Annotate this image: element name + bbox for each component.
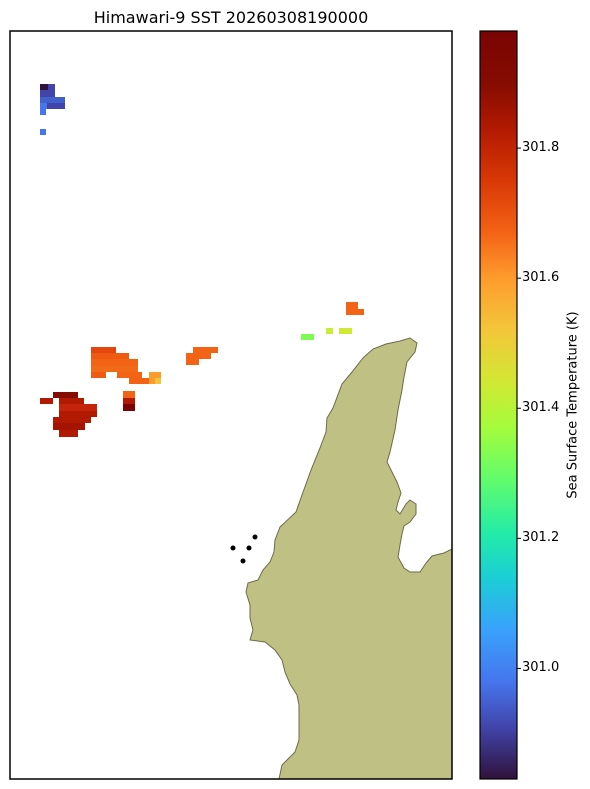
sst-cluster-center-right <box>301 302 364 340</box>
colorbar-tick-label: 301.2 <box>522 530 560 546</box>
map-title: Himawari-9 SST 20260308190000 <box>93 8 369 27</box>
colorbar-label: Sea Surface Temperature (K) <box>565 311 581 499</box>
sst-cluster-center <box>186 347 218 365</box>
island-dot <box>240 558 246 564</box>
island-dot <box>246 545 252 551</box>
colorbar-tick-label: 301.4 <box>522 400 560 416</box>
island-dot <box>252 534 258 540</box>
sst-cluster-central-left <box>91 347 161 411</box>
map-border <box>9 30 453 780</box>
colorbar-ticks <box>517 147 521 669</box>
colorbar <box>479 30 518 780</box>
colorbar-tick-label: 301.8 <box>522 140 560 156</box>
colorbar-tick-label: 301.0 <box>522 660 560 676</box>
land-mass <box>245 337 452 779</box>
sst-cluster-lower-left <box>40 392 97 437</box>
sst-cluster-upper-left <box>40 84 65 135</box>
colorbar-tick-label: 301.6 <box>522 270 560 286</box>
island-dot <box>230 545 236 551</box>
